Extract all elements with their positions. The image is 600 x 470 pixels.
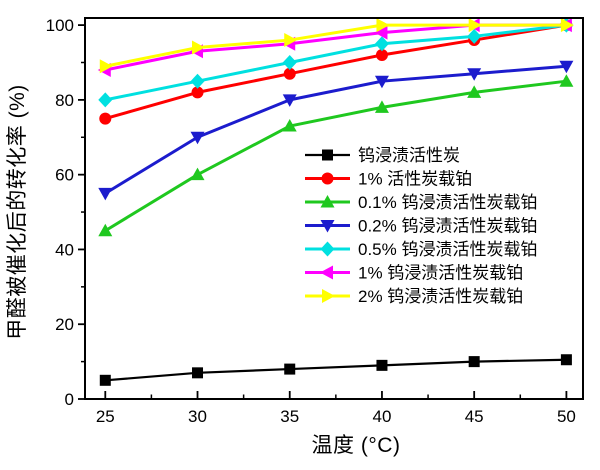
series-5-triangle-left	[97, 18, 572, 77]
legend-item: 1% 钨浸渍活性炭载铂	[305, 264, 523, 283]
legend-marker-circle	[321, 172, 334, 185]
series-line	[104, 79, 567, 233]
data-point-marker	[284, 363, 296, 375]
data-point-marker	[190, 131, 205, 145]
data-point-marker	[192, 367, 204, 379]
x-tick-label: 25	[96, 407, 115, 426]
data-point-marker	[98, 223, 113, 237]
data-point-marker	[374, 36, 389, 52]
series-6-triangle-right	[99, 18, 574, 74]
legend-marker-triangle-right	[322, 289, 335, 303]
data-point-marker	[98, 92, 113, 108]
legend-item: 钨浸渍活性炭	[305, 146, 460, 165]
y-tick-label: 0	[65, 390, 74, 409]
data-point-marker	[190, 167, 205, 181]
legend-item: 0.5% 钨浸渍活性炭载铂	[305, 240, 537, 259]
series-line	[104, 23, 567, 102]
legend-label: 钨浸渍活性炭	[358, 146, 460, 165]
data-point-marker	[282, 54, 297, 70]
y-tick-label: 40	[55, 240, 74, 259]
data-series	[97, 17, 574, 386]
legend-label: 2% 钨浸渍活性炭载铂	[358, 287, 523, 306]
legend-item: 1% 活性炭载铂	[305, 170, 472, 189]
legend-marker-triangle-down	[320, 220, 335, 233]
legend-marker-triangle-left	[320, 265, 333, 280]
legend-label: 1% 钨浸渍活性炭载铂	[358, 264, 523, 283]
x-tick-label: 35	[280, 407, 299, 426]
legend: 钨浸渍活性炭 1% 活性炭载铂 0.1% 钨浸渍活性炭载铂 0.2% 钨浸渍活性炭载铂…	[305, 146, 537, 306]
legend-item: 2% 钨浸渍活性炭载铂	[305, 287, 523, 306]
legend-marker-diamond	[320, 241, 335, 257]
axis-ticks: 25 30 35 40 45 50 0 20 40 60 80 100	[46, 16, 576, 426]
series-2-triangle-up	[98, 74, 574, 237]
legend-marker-square	[322, 149, 333, 161]
legend-label: 0.1% 钨浸渍活性炭载铂	[358, 193, 537, 212]
series-1-circle	[99, 19, 573, 125]
legend-item: 0.2% 钨浸渍活性炭载铂	[305, 217, 537, 236]
y-tick-label: 20	[55, 315, 74, 334]
x-tick-label: 40	[372, 407, 391, 426]
y-tick-label: 80	[55, 91, 74, 110]
series-line	[105, 358, 567, 382]
data-point-marker	[375, 49, 388, 62]
series-line	[104, 23, 567, 68]
data-point-marker	[374, 100, 389, 113]
data-point-marker	[374, 25, 388, 40]
data-point-marker	[99, 374, 111, 386]
legend-marker-triangle-up	[320, 195, 335, 208]
x-tick-label: 45	[465, 407, 484, 426]
data-point-marker	[99, 59, 113, 74]
series-line	[104, 64, 567, 195]
data-point-marker	[192, 40, 206, 55]
data-point-marker	[282, 94, 297, 107]
series-0-square	[99, 354, 572, 386]
series-3-triangle-down	[98, 60, 574, 201]
x-tick-label: 30	[188, 407, 207, 426]
legend-label: 0.2% 钨浸渍活性炭载铂	[358, 217, 537, 236]
data-point-marker	[98, 187, 113, 201]
data-point-marker	[559, 60, 574, 74]
series-line	[104, 23, 567, 121]
data-point-marker	[468, 356, 480, 368]
data-point-marker	[560, 18, 574, 33]
data-point-marker	[374, 75, 389, 89]
y-tick-label: 60	[55, 166, 74, 185]
data-point-marker	[560, 354, 572, 366]
data-point-marker	[468, 18, 482, 33]
plot-frame	[84, 17, 584, 400]
y-tick-label: 100	[46, 16, 74, 35]
data-point-marker	[467, 85, 482, 98]
data-point-marker	[191, 86, 204, 99]
data-point-marker	[282, 119, 297, 132]
data-point-marker	[467, 28, 482, 44]
x-axis-title: 温度 (°C)	[312, 434, 401, 457]
data-point-marker	[376, 359, 388, 371]
axis-frame	[84, 17, 584, 400]
data-point-marker	[284, 33, 298, 48]
data-point-marker	[190, 73, 205, 89]
data-point-marker	[559, 74, 574, 87]
legend-label: 1% 活性炭载铂	[358, 170, 472, 189]
legend-item: 0.1% 钨浸渍活性炭载铂	[305, 193, 537, 212]
x-tick-label: 50	[557, 407, 576, 426]
data-point-marker	[376, 18, 390, 33]
data-point-marker	[283, 67, 296, 80]
legend-label: 0.5% 钨浸渍活性炭载铂	[358, 240, 537, 259]
data-point-marker	[467, 68, 482, 81]
data-point-marker	[99, 112, 112, 125]
y-axis-title: 甲醛被催化后的转化率 (%)	[6, 84, 29, 340]
